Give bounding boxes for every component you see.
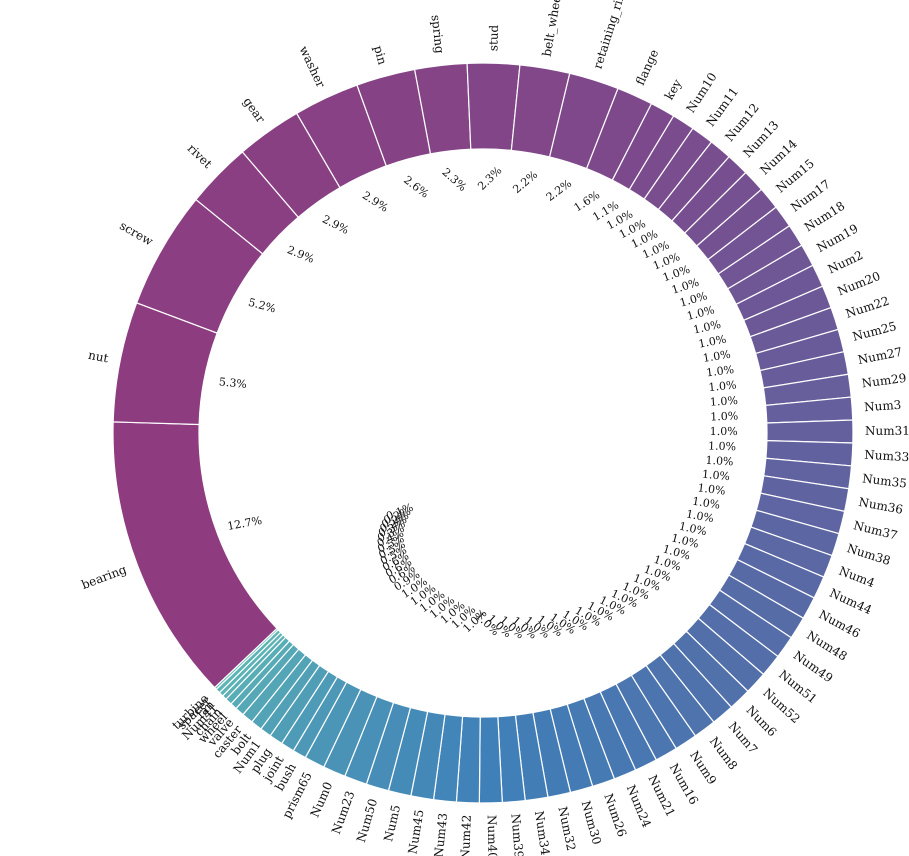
category-label: Num45 <box>405 809 426 856</box>
category-label: Num34 <box>532 810 552 856</box>
category-label: pin <box>371 44 390 67</box>
percent-label: 2.6% <box>401 173 431 200</box>
percent-label: 1.0% <box>710 410 738 424</box>
category-label: Num36 <box>857 495 904 517</box>
percent-label: 2.3% <box>475 164 504 193</box>
percent-label: 1.0% <box>708 439 736 453</box>
category-label: Num30 <box>579 799 604 846</box>
category-label: key <box>662 77 685 102</box>
percent-label: 12.7% <box>226 514 263 533</box>
category-label: Num40 <box>485 815 500 856</box>
category-label: Num33 <box>864 448 909 465</box>
percent-label: 1.0% <box>697 481 726 497</box>
percent-label: 1.0% <box>705 363 734 379</box>
category-label: Num31 <box>865 424 909 438</box>
category-label: Num22 <box>844 294 891 321</box>
slice-Num40 <box>478 715 503 804</box>
category-label: flange <box>633 47 661 87</box>
category-label: Num5 <box>381 803 403 842</box>
category-label: rivet <box>185 141 215 171</box>
percent-labels-group: 12.7%5.3%5.2%2.9%2.9%2.9%2.6% 2.3% 2.3% 2.2… <box>218 164 738 642</box>
category-label: washer <box>297 44 329 90</box>
percent-label: 1.0% <box>678 520 708 539</box>
percent-label: 2.3% <box>440 166 470 194</box>
category-label: Num38 <box>845 541 892 568</box>
percent-label: 1.0% <box>708 378 737 394</box>
percent-label: 1.0% <box>710 394 739 409</box>
percent-label: 1.0% <box>701 468 730 483</box>
percent-label: 1.0% <box>705 454 734 469</box>
category-label: spring <box>428 14 446 54</box>
percent-label: 1.0% <box>710 425 738 438</box>
category-label: Num23 <box>329 789 358 836</box>
category-label: belt_wheel <box>540 0 565 57</box>
percent-label: 2.9% <box>360 189 391 215</box>
percent-label: 2.2% <box>544 177 574 204</box>
category-label: Num9 <box>687 748 719 787</box>
percent-label: 1.0% <box>697 333 727 351</box>
category-label: Num37 <box>852 518 899 542</box>
percent-label: 2.2% <box>510 168 540 196</box>
category-label: Num35 <box>861 471 907 490</box>
percent-label: 1.0% <box>685 507 715 525</box>
slice-stud <box>466 62 521 152</box>
percent-label: 2.9% <box>320 213 351 237</box>
slice-turbine <box>213 627 280 691</box>
percent-label: 2.9% <box>285 243 316 266</box>
category-label: Num50 <box>354 797 380 844</box>
category-label: gear <box>240 95 268 126</box>
category-label: Num3 <box>864 398 902 414</box>
percent-label: 1.0% <box>691 495 721 512</box>
category-label: Num32 <box>555 805 578 852</box>
category-label: Num43 <box>432 812 451 856</box>
category-label: Num2 <box>826 248 866 277</box>
category-label: stud <box>486 24 501 51</box>
category-label: screw <box>117 218 156 248</box>
category-label: Num39 <box>508 813 526 856</box>
category-label: Num21 <box>645 773 677 819</box>
category-label: nut <box>87 348 110 366</box>
slice-bearing <box>112 421 278 689</box>
percent-label: 1.0% <box>702 348 732 365</box>
category-label: Num27 <box>857 345 904 367</box>
category-label: retaining_ring <box>591 0 630 71</box>
category-label: Num0 <box>308 780 336 820</box>
category-label: Num29 <box>861 371 907 391</box>
category-label: Num26 <box>601 792 629 839</box>
category-label: Num24 <box>624 783 654 830</box>
category-label: bearing <box>80 562 129 592</box>
percent-label: 1.0% <box>692 318 722 337</box>
category-label: Num20 <box>835 269 882 299</box>
slice-Num31 <box>766 419 854 444</box>
percent-label: 5.3% <box>218 375 247 391</box>
category-label: Num25 <box>851 319 898 344</box>
category-label: Num4 <box>837 564 877 591</box>
category-label: Num42 <box>458 814 474 856</box>
slices-group <box>112 62 854 804</box>
percent-label: 5.2% <box>247 296 277 316</box>
